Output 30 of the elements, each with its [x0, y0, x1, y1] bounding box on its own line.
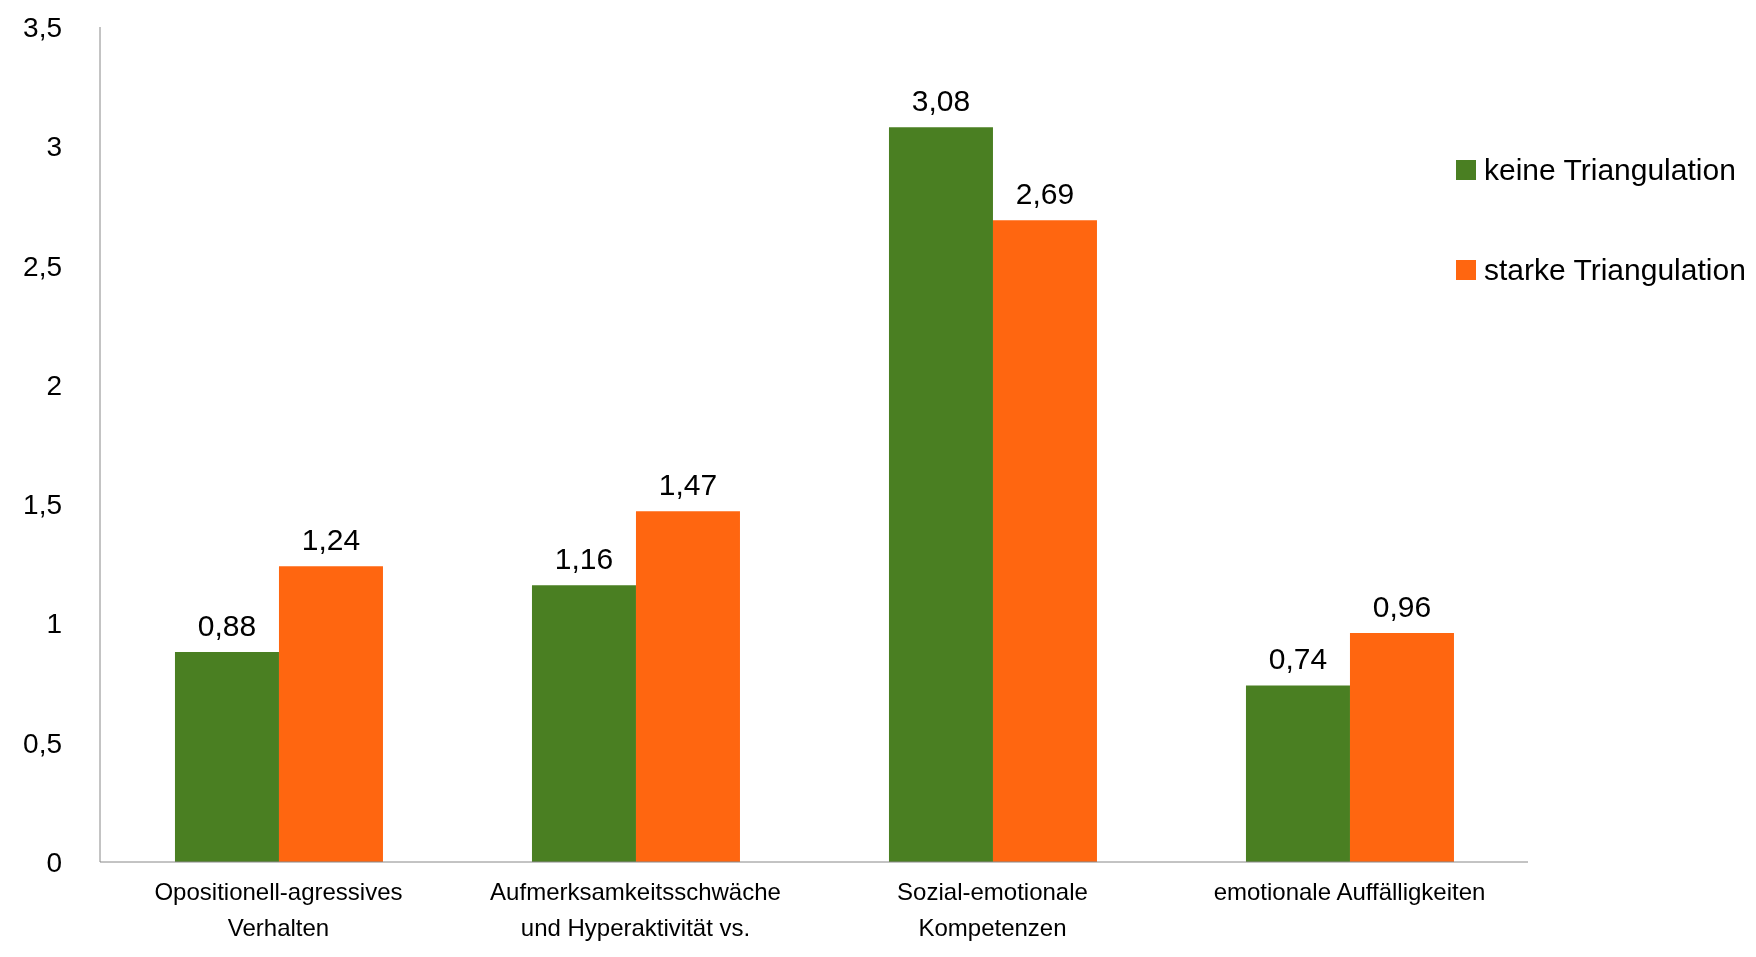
- y-tick-label: 2: [46, 369, 62, 401]
- y-tick-label: 3,5: [23, 11, 62, 43]
- bar: [1349, 632, 1454, 862]
- bar: [174, 652, 279, 862]
- bar: [1245, 685, 1350, 862]
- x-tick-label: Aufmerksamkeitsschwäche und Hyperaktivität vs.: [490, 878, 781, 941]
- y-tick-label: 2,5: [23, 250, 62, 282]
- y-tick-label: 0,5: [23, 727, 62, 759]
- data-label: 0,88: [197, 609, 257, 643]
- y-tick-label: 1,5: [23, 489, 62, 521]
- x-tick-label: Sozial-emotionale Kompetenzen: [897, 878, 1088, 941]
- bar: [992, 220, 1097, 862]
- data-label: 0,74: [1268, 642, 1328, 676]
- bar: [888, 127, 993, 862]
- bar: [278, 566, 383, 862]
- legend-label: starke Triangulation: [1484, 253, 1746, 287]
- bar: [531, 585, 636, 862]
- y-tick-label: 1: [46, 608, 62, 640]
- data-label: 3,08: [911, 84, 971, 118]
- data-label: 2,69: [1015, 177, 1075, 211]
- y-tick-label: 3: [46, 131, 62, 163]
- data-label: 0,96: [1372, 589, 1432, 623]
- legend-label: keine Triangulation: [1484, 153, 1736, 187]
- x-tick-label: emotionale Auffälligkeiten: [1213, 878, 1486, 905]
- data-label: 1,24: [301, 523, 361, 557]
- data-label: 1,16: [554, 542, 614, 576]
- x-tick-label: Opositionell-agressives Verhalten: [154, 878, 403, 941]
- y-tick-label: 0: [46, 846, 62, 878]
- data-label: 1,47: [658, 468, 718, 502]
- bar: [635, 511, 740, 862]
